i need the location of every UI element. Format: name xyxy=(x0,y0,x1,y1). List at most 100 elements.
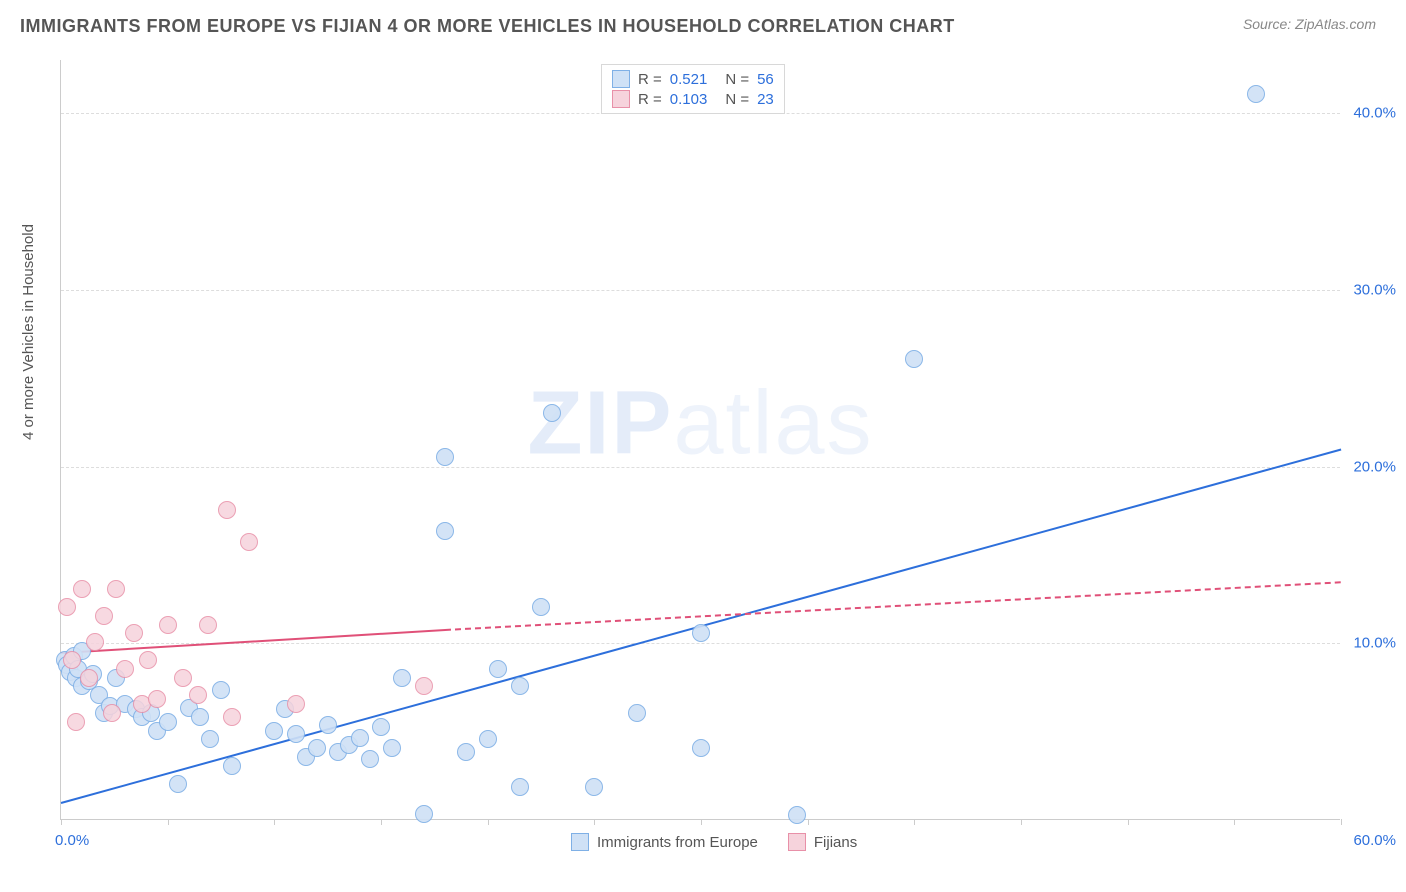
r-value: 0.521 xyxy=(670,71,708,88)
data-point-europe xyxy=(1247,85,1265,103)
data-point-europe xyxy=(511,677,529,695)
watermark-light: atlas xyxy=(673,374,873,474)
gridline xyxy=(61,467,1340,468)
x-tick-mark xyxy=(701,819,702,825)
correlation-legend: R = 0.521 N = 56 R = 0.103 N = 23 xyxy=(601,64,785,114)
n-label: N = xyxy=(725,91,749,108)
x-tick-mark xyxy=(808,819,809,825)
x-tick-mark xyxy=(1128,819,1129,825)
legend-swatch xyxy=(612,90,630,108)
n-value: 23 xyxy=(757,91,774,108)
data-point-fijians xyxy=(80,669,98,687)
legend-swatch xyxy=(788,833,806,851)
legend-swatch xyxy=(612,70,630,88)
data-point-fijians xyxy=(86,633,104,651)
data-point-europe xyxy=(351,729,369,747)
data-point-fijians xyxy=(116,660,134,678)
data-point-europe xyxy=(628,704,646,722)
x-tick-mark xyxy=(1234,819,1235,825)
y-tick-label: 10.0% xyxy=(1353,635,1396,652)
data-point-fijians xyxy=(107,580,125,598)
source-prefix: Source: xyxy=(1243,16,1295,32)
series-legend-item: Fijians xyxy=(788,833,857,851)
data-point-europe xyxy=(159,713,177,731)
data-point-fijians xyxy=(63,651,81,669)
data-point-europe xyxy=(287,725,305,743)
data-point-fijians xyxy=(199,616,217,634)
r-label: R = xyxy=(638,91,662,108)
data-point-fijians xyxy=(58,598,76,616)
data-point-fijians xyxy=(95,607,113,625)
data-point-europe xyxy=(532,598,550,616)
source-name: ZipAtlas.com xyxy=(1295,16,1376,32)
x-tick-mark xyxy=(1021,819,1022,825)
data-point-europe xyxy=(308,739,326,757)
data-point-fijians xyxy=(103,704,121,722)
data-point-fijians xyxy=(148,690,166,708)
data-point-europe xyxy=(788,806,806,824)
series-legend-item: Immigrants from Europe xyxy=(571,833,758,851)
correlation-legend-row: R = 0.103 N = 23 xyxy=(612,89,774,109)
x-tick-mark xyxy=(381,819,382,825)
data-point-europe xyxy=(361,750,379,768)
data-point-fijians xyxy=(159,616,177,634)
data-point-europe xyxy=(415,805,433,823)
series-legend: Immigrants from Europe Fijians xyxy=(571,833,857,851)
data-point-europe xyxy=(191,708,209,726)
gridline xyxy=(61,643,1340,644)
data-point-europe xyxy=(383,739,401,757)
data-point-europe xyxy=(201,730,219,748)
data-point-europe xyxy=(489,660,507,678)
watermark-bold: ZIP xyxy=(527,374,673,474)
x-tick-mark xyxy=(594,819,595,825)
data-point-europe xyxy=(393,669,411,687)
legend-swatch xyxy=(571,833,589,851)
x-tick-mark xyxy=(274,819,275,825)
data-point-europe xyxy=(511,778,529,796)
r-value: 0.103 xyxy=(670,91,708,108)
data-point-fijians xyxy=(415,677,433,695)
data-point-europe xyxy=(212,681,230,699)
data-point-europe xyxy=(436,448,454,466)
scatter-chart: ZIPatlas 10.0%20.0%30.0%40.0%0.0%60.0%R … xyxy=(60,60,1340,820)
data-point-europe xyxy=(479,730,497,748)
data-point-fijians xyxy=(67,713,85,731)
y-axis-label: 4 or more Vehicles in Household xyxy=(20,224,37,440)
data-point-europe xyxy=(265,722,283,740)
data-point-fijians xyxy=(223,708,241,726)
data-point-europe xyxy=(372,718,390,736)
data-point-europe xyxy=(169,775,187,793)
series-legend-label: Immigrants from Europe xyxy=(597,834,758,851)
data-point-europe xyxy=(223,757,241,775)
n-label: N = xyxy=(725,71,749,88)
correlation-legend-row: R = 0.521 N = 56 xyxy=(612,69,774,89)
x-tick-label-start: 0.0% xyxy=(55,832,89,849)
x-tick-mark xyxy=(914,819,915,825)
data-point-europe xyxy=(457,743,475,761)
y-tick-label: 30.0% xyxy=(1353,281,1396,298)
data-point-fijians xyxy=(174,669,192,687)
data-point-fijians xyxy=(139,651,157,669)
series-legend-label: Fijians xyxy=(814,834,857,851)
header: IMMIGRANTS FROM EUROPE VS FIJIAN 4 OR MO… xyxy=(0,0,1406,47)
trend-line xyxy=(445,581,1341,631)
data-point-europe xyxy=(692,739,710,757)
data-point-europe xyxy=(543,404,561,422)
data-point-europe xyxy=(905,350,923,368)
data-point-fijians xyxy=(125,624,143,642)
n-value: 56 xyxy=(757,71,774,88)
data-point-europe xyxy=(319,716,337,734)
data-point-europe xyxy=(585,778,603,796)
x-tick-mark xyxy=(168,819,169,825)
data-point-europe xyxy=(436,522,454,540)
trend-line xyxy=(61,629,445,654)
x-tick-mark xyxy=(61,819,62,825)
x-tick-label-end: 60.0% xyxy=(1353,832,1396,849)
source-attribution: Source: ZipAtlas.com xyxy=(1243,16,1376,32)
y-tick-label: 40.0% xyxy=(1353,105,1396,122)
data-point-fijians xyxy=(218,501,236,519)
gridline xyxy=(61,290,1340,291)
r-label: R = xyxy=(638,71,662,88)
data-point-fijians xyxy=(73,580,91,598)
watermark: ZIPatlas xyxy=(527,373,873,476)
